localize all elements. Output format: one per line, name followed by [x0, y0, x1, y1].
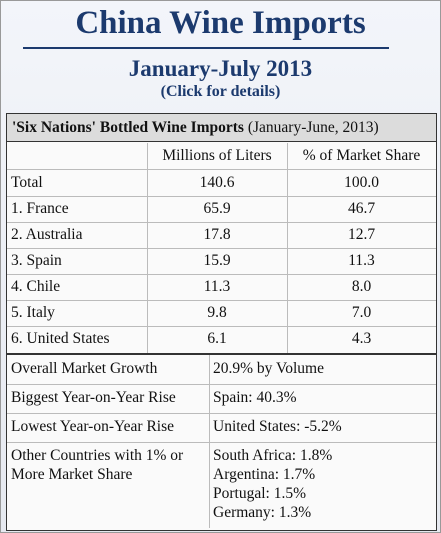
table-caption: 'Six Nations' Bottled Wine Imports (Janu…	[7, 114, 436, 142]
caption-bold: 'Six Nations' Bottled Wine Imports	[12, 119, 244, 136]
row-line	[7, 248, 436, 249]
row-line	[7, 300, 436, 301]
table-value: 100.0	[344, 174, 379, 191]
summary-value: 20.9% by Volume	[213, 360, 324, 377]
summary-label: Overall Market Growth	[11, 360, 158, 377]
summary-value: South Africa: 1.8%	[213, 447, 333, 464]
caption-rest: (January-June, 2013)	[247, 119, 379, 136]
table-value: 15.9	[203, 252, 231, 269]
row-line	[7, 274, 436, 275]
table-value: 11.3	[203, 278, 231, 295]
column-line	[287, 143, 288, 353]
table-value: 7.0	[351, 304, 372, 321]
row-line	[7, 169, 436, 170]
row-label: 3. Spain	[11, 252, 62, 269]
row-label: 2. Australia	[11, 226, 83, 243]
row-label: 6. United States	[11, 330, 110, 347]
section-line	[7, 353, 436, 355]
row-label: Total	[11, 174, 43, 191]
summary-label: Biggest Year-on-Year Rise	[11, 389, 176, 406]
row-label: 4. Chile	[11, 278, 61, 295]
row-line	[7, 442, 436, 443]
column-header: Millions of Liters	[162, 147, 272, 164]
summary-value: United States: -5.2%	[213, 418, 342, 435]
column-header: % of Market Share	[302, 147, 421, 164]
table-value: 46.7	[347, 200, 376, 217]
details-link[interactable]: (Click for details)	[160, 83, 281, 100]
summary-value: Argentina: 1.7%	[213, 466, 316, 483]
table-value: 4.3	[351, 330, 372, 347]
table-value: 17.8	[203, 226, 231, 243]
summary-label: Other Countries with 1% or More Market S…	[11, 447, 184, 483]
subtitle: January-July 2013	[128, 56, 313, 81]
row-line	[7, 326, 436, 327]
summary-value: Portugal: 1.5%	[213, 485, 306, 502]
row-label: 5. Italy	[11, 304, 55, 321]
table-value: 8.0	[351, 278, 372, 295]
table: 'Six Nations' Bottled Wine Imports (Janu…	[6, 113, 437, 531]
table-value: 140.6	[199, 174, 235, 191]
table-value: 12.7	[347, 226, 376, 243]
title: China Wine Imports	[75, 5, 366, 41]
row-line	[7, 384, 436, 385]
table-value: 65.9	[203, 200, 231, 217]
table-value: 11.3	[348, 252, 375, 269]
summary-value: Spain: 40.3%	[213, 389, 297, 406]
column-line	[209, 355, 210, 528]
summary-value: Germany: 1.3%	[213, 504, 312, 521]
summary-label: Lowest Year-on-Year Rise	[11, 418, 174, 435]
table-value: 6.1	[207, 330, 227, 347]
row-line	[7, 222, 436, 223]
title-rule	[23, 47, 389, 49]
row-line	[7, 413, 436, 414]
row-line	[7, 196, 436, 197]
column-line	[147, 143, 148, 353]
row-label: 1. France	[11, 200, 69, 217]
table-value: 9.8	[207, 304, 227, 321]
